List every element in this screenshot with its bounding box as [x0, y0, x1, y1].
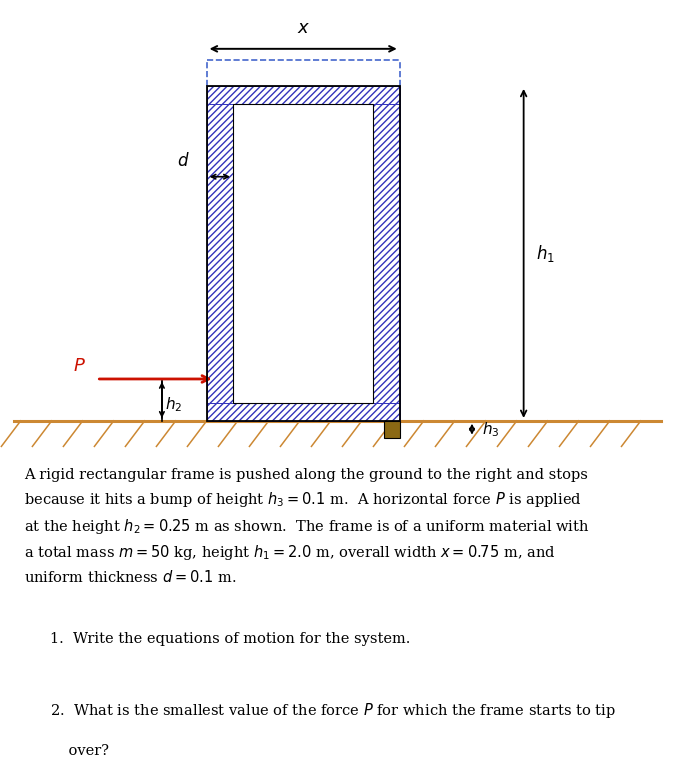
Text: 1.  Write the equations of motion for the system.: 1. Write the equations of motion for the… — [50, 632, 411, 646]
Bar — [207, 86, 400, 421]
Bar — [233, 104, 373, 403]
Bar — [207, 86, 400, 104]
Bar — [207, 104, 233, 403]
Text: $h_3$: $h_3$ — [482, 420, 499, 439]
Text: $d$: $d$ — [177, 152, 189, 170]
Bar — [207, 403, 400, 421]
Bar — [384, 421, 400, 438]
Text: A rigid rectangular frame is pushed along the ground to the right and stops
beca: A rigid rectangular frame is pushed alon… — [24, 468, 590, 585]
Text: $h_1$: $h_1$ — [536, 243, 555, 264]
Text: 2.  What is the smallest value of the force $P$ for which the frame starts to ti: 2. What is the smallest value of the for… — [50, 701, 616, 720]
Text: $h_2$: $h_2$ — [165, 395, 183, 414]
Text: over?: over? — [50, 744, 110, 758]
Text: $x$: $x$ — [296, 19, 310, 37]
Text: $P$: $P$ — [73, 357, 86, 375]
Bar — [373, 104, 400, 403]
